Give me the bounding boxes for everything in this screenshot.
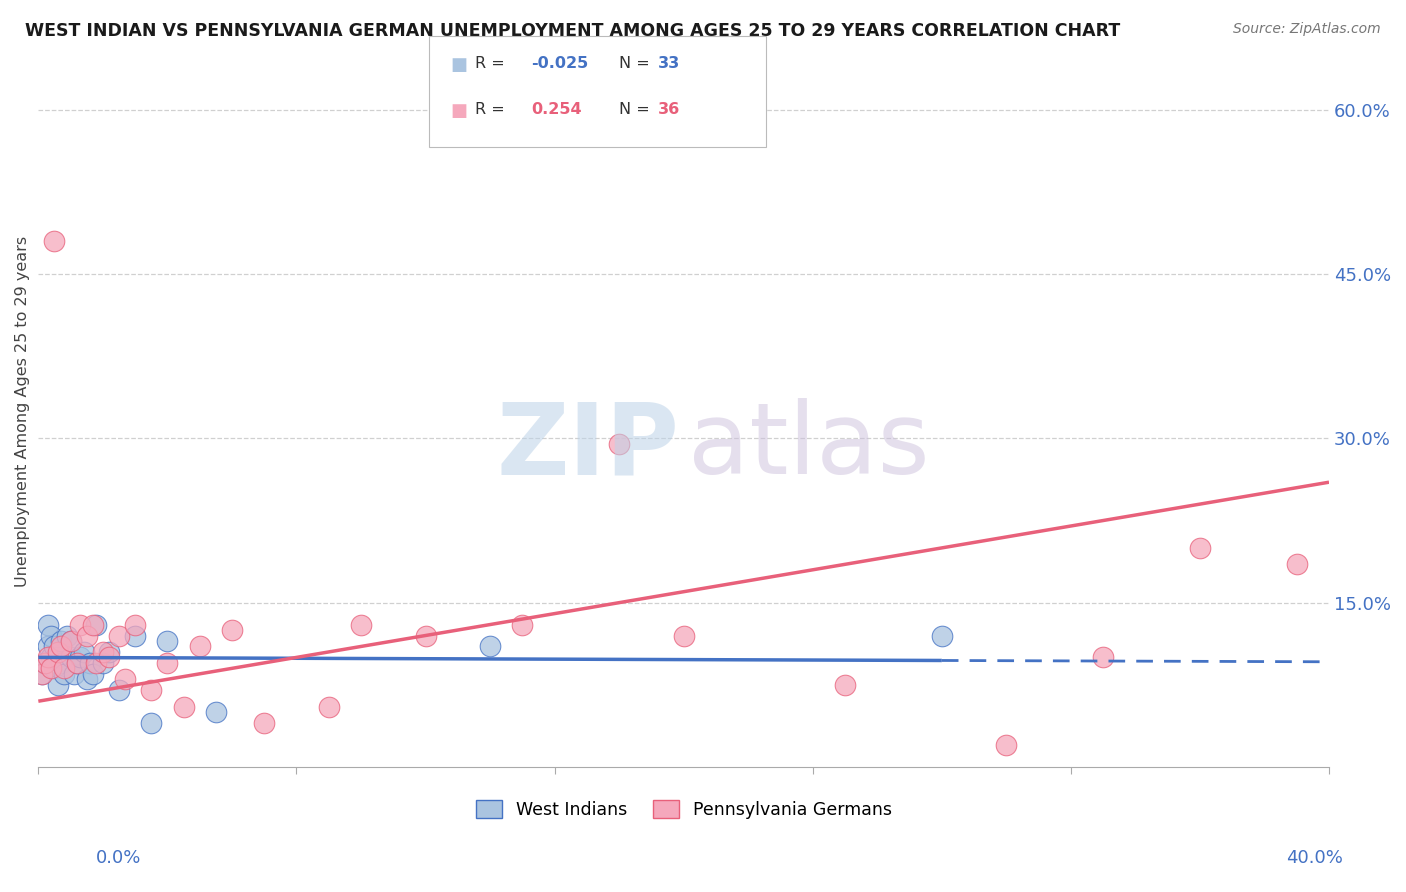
Point xyxy=(931,628,953,642)
Point xyxy=(1092,650,1115,665)
Point xyxy=(512,617,534,632)
Point xyxy=(59,650,82,665)
Point xyxy=(672,628,695,642)
Point xyxy=(37,640,59,654)
Point xyxy=(156,656,179,670)
Point xyxy=(156,634,179,648)
Text: R =: R = xyxy=(475,56,510,71)
Point xyxy=(124,628,146,642)
Text: R =: R = xyxy=(475,102,515,117)
Point xyxy=(82,666,104,681)
Point xyxy=(69,650,91,665)
Point xyxy=(66,656,89,670)
Point xyxy=(53,666,76,681)
Point xyxy=(1285,558,1308,572)
Point xyxy=(59,634,82,648)
Legend: West Indians, Pennsylvania Germans: West Indians, Pennsylvania Germans xyxy=(468,793,898,826)
Point xyxy=(1188,541,1211,555)
Point xyxy=(46,645,69,659)
Text: atlas: atlas xyxy=(688,398,929,495)
Point xyxy=(124,617,146,632)
Point xyxy=(79,656,101,670)
Text: Source: ZipAtlas.com: Source: ZipAtlas.com xyxy=(1233,22,1381,37)
Point xyxy=(98,645,121,659)
Text: -0.025: -0.025 xyxy=(531,56,589,71)
Point xyxy=(39,650,62,665)
Point xyxy=(34,656,56,670)
Point xyxy=(34,656,56,670)
Point xyxy=(39,628,62,642)
Point xyxy=(46,650,69,665)
Text: N =: N = xyxy=(619,56,655,71)
Point xyxy=(108,628,131,642)
Text: ■: ■ xyxy=(450,102,467,120)
Point xyxy=(86,617,108,632)
Point xyxy=(82,617,104,632)
Text: 40.0%: 40.0% xyxy=(1286,849,1343,867)
Point xyxy=(91,645,114,659)
Point xyxy=(91,656,114,670)
Point xyxy=(56,628,79,642)
Point xyxy=(318,699,340,714)
Point xyxy=(49,640,72,654)
Point xyxy=(995,738,1018,752)
Point xyxy=(415,628,437,642)
Point xyxy=(31,666,53,681)
Point xyxy=(53,661,76,675)
Point xyxy=(37,650,59,665)
Point xyxy=(607,437,630,451)
Point xyxy=(204,705,226,719)
Point xyxy=(253,716,276,731)
Point xyxy=(31,666,53,681)
Point xyxy=(72,645,94,659)
Text: ■: ■ xyxy=(450,56,467,74)
Point xyxy=(49,656,72,670)
Point xyxy=(834,678,856,692)
Point xyxy=(98,650,121,665)
Point xyxy=(44,661,66,675)
Point xyxy=(188,640,211,654)
Point xyxy=(44,640,66,654)
Point xyxy=(46,678,69,692)
Text: 36: 36 xyxy=(658,102,681,117)
Point xyxy=(108,683,131,698)
Point xyxy=(141,683,163,698)
Text: ZIP: ZIP xyxy=(496,398,681,495)
Point xyxy=(59,634,82,648)
Point xyxy=(37,617,59,632)
Y-axis label: Unemployment Among Ages 25 to 29 years: Unemployment Among Ages 25 to 29 years xyxy=(15,235,30,587)
Point xyxy=(221,623,243,637)
Point xyxy=(114,673,136,687)
Point xyxy=(63,666,86,681)
Point xyxy=(39,661,62,675)
Point xyxy=(44,235,66,249)
Point xyxy=(76,673,98,687)
Point xyxy=(173,699,195,714)
Point xyxy=(76,628,98,642)
Point xyxy=(49,634,72,648)
Point xyxy=(141,716,163,731)
Point xyxy=(66,656,89,670)
Text: 0.0%: 0.0% xyxy=(96,849,141,867)
Point xyxy=(350,617,373,632)
Text: 0.254: 0.254 xyxy=(531,102,582,117)
Point xyxy=(86,656,108,670)
Point xyxy=(479,640,502,654)
Point xyxy=(69,617,91,632)
Text: N =: N = xyxy=(619,102,655,117)
Text: 33: 33 xyxy=(658,56,681,71)
Text: WEST INDIAN VS PENNSYLVANIA GERMAN UNEMPLOYMENT AMONG AGES 25 TO 29 YEARS CORREL: WEST INDIAN VS PENNSYLVANIA GERMAN UNEMP… xyxy=(25,22,1121,40)
